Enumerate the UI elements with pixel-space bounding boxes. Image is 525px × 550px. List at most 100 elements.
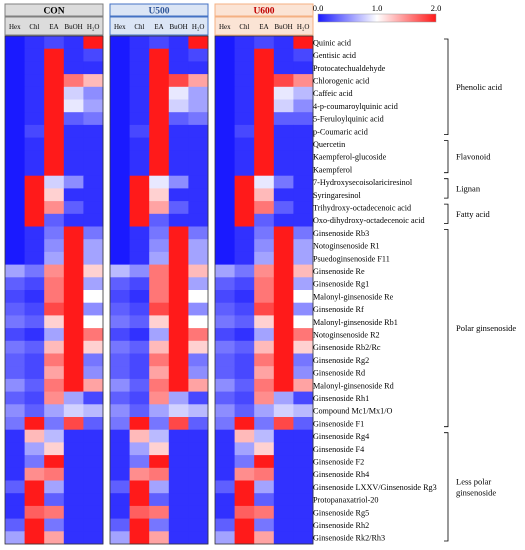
heatmap-cell — [129, 417, 150, 431]
heatmap-cell — [149, 328, 170, 342]
heatmap-cell — [129, 493, 150, 507]
heatmap-cell — [63, 353, 84, 367]
heatmap-cell — [83, 302, 104, 316]
heatmap-cell — [129, 48, 150, 62]
heatmap-cell — [149, 531, 170, 545]
heatmap-cell — [63, 99, 84, 113]
column-label: Hex — [9, 23, 21, 31]
heatmap-cell — [234, 429, 255, 443]
heatmap-cell — [24, 518, 45, 532]
heatmap-cell — [83, 124, 104, 138]
heatmap-cell — [168, 442, 189, 456]
heatmap-cell — [254, 226, 275, 240]
heatmap-cell — [254, 48, 275, 62]
group-label: ginsenoside — [456, 487, 496, 497]
heatmap-cell — [24, 239, 45, 253]
heatmap-cell — [63, 264, 84, 278]
heatmap-cell — [110, 480, 130, 494]
heatmap-cell — [129, 213, 150, 227]
heatmap-cell — [215, 493, 235, 507]
heatmap-cell — [83, 378, 104, 392]
heatmap-cell — [24, 302, 45, 316]
group-brackets: Phenolic acid Flavonoid Lignan Fatty acid Po… — [444, 38, 516, 542]
heatmap-cell — [254, 112, 275, 126]
column-label: BuOH — [274, 23, 292, 31]
heatmap-cell — [83, 417, 104, 431]
heatmap-cell — [234, 277, 255, 291]
heatmap-cell — [188, 378, 209, 392]
heatmap-cell — [273, 340, 294, 354]
heatmap-cell — [168, 480, 189, 494]
panel-u500: U500 Hex Chl EA BuOH H₂O — [109, 3, 209, 545]
heatmap-cell — [293, 480, 314, 494]
heatmap-cell — [63, 391, 84, 405]
heatmap-cell — [168, 175, 189, 189]
panel-outline — [4, 35, 104, 545]
heatmap-cell — [63, 226, 84, 240]
heatmap-cell — [188, 505, 209, 519]
heatmap-cell — [149, 124, 170, 138]
heatmap-cell — [215, 518, 235, 532]
heatmap-cell — [44, 302, 65, 316]
heatmap-cell — [234, 493, 255, 507]
heatmap-cell — [273, 505, 294, 519]
heatmap-cell — [24, 531, 45, 545]
heatmap-cell — [129, 391, 150, 405]
heatmap-cell — [5, 290, 25, 304]
heatmap-cell — [129, 467, 150, 481]
heatmap-cell — [63, 467, 84, 481]
heatmap-cell — [254, 163, 275, 177]
heatmap-cell — [129, 505, 150, 519]
heatmap-cell — [24, 505, 45, 519]
heatmap-cell — [110, 264, 130, 278]
heatmap-cell — [129, 74, 150, 88]
heatmap-cell — [168, 188, 189, 202]
heatmap-cell — [24, 175, 45, 189]
heatmap-cell — [63, 404, 84, 418]
panel-header-box — [214, 3, 314, 17]
heatmap-cell — [149, 61, 170, 75]
heatmap-cell — [83, 188, 104, 202]
heatmap-cell — [234, 328, 255, 342]
panel-u600: U600 Hex Chl EA BuOH H₂O — [214, 3, 314, 545]
heatmap-cell — [168, 391, 189, 405]
heatmap-cell — [110, 366, 130, 380]
heatmap-cell — [5, 455, 25, 469]
heatmap-cell — [63, 201, 84, 215]
heatmap-cell — [149, 442, 170, 456]
heatmap-cell — [293, 86, 314, 100]
heatmap-cell — [129, 188, 150, 202]
heatmap-cell — [83, 99, 104, 113]
heatmap-cell — [129, 264, 150, 278]
heatmap-cell — [44, 163, 65, 177]
heatmap-cell — [24, 290, 45, 304]
group-bracket-line — [444, 140, 449, 174]
heatmap-cell — [168, 86, 189, 100]
heatmap-cell — [24, 137, 45, 151]
heatmap-cell — [24, 404, 45, 418]
heatmap-cell — [273, 455, 294, 469]
heatmap-cell — [129, 302, 150, 316]
row-label: Ginsenoside LXXV/Ginsenoside Rg3 — [313, 483, 437, 492]
heatmap-cell — [83, 150, 104, 164]
color-scale-tick-label: 0.0 — [313, 3, 324, 13]
heatmap-cell — [110, 137, 130, 151]
heatmap-cell — [215, 404, 235, 418]
heatmap-cell — [129, 226, 150, 240]
column-label: Hex — [219, 23, 231, 31]
heatmap-cell — [215, 99, 235, 113]
heatmap-cell — [129, 328, 150, 342]
heatmap-cell — [110, 505, 130, 519]
heatmap-cell — [215, 302, 235, 316]
heatmap-cell — [63, 328, 84, 342]
heatmap-cell — [83, 36, 104, 50]
heatmap-cell — [110, 277, 130, 291]
heatmap-cell — [110, 353, 130, 367]
heatmap-cell — [215, 328, 235, 342]
column-label: H₂O — [87, 23, 100, 31]
heatmap-cell — [149, 302, 170, 316]
heatmap-cell — [83, 48, 104, 62]
heatmap-cell — [168, 239, 189, 253]
heatmap-cell — [24, 340, 45, 354]
heatmap-cell — [168, 328, 189, 342]
